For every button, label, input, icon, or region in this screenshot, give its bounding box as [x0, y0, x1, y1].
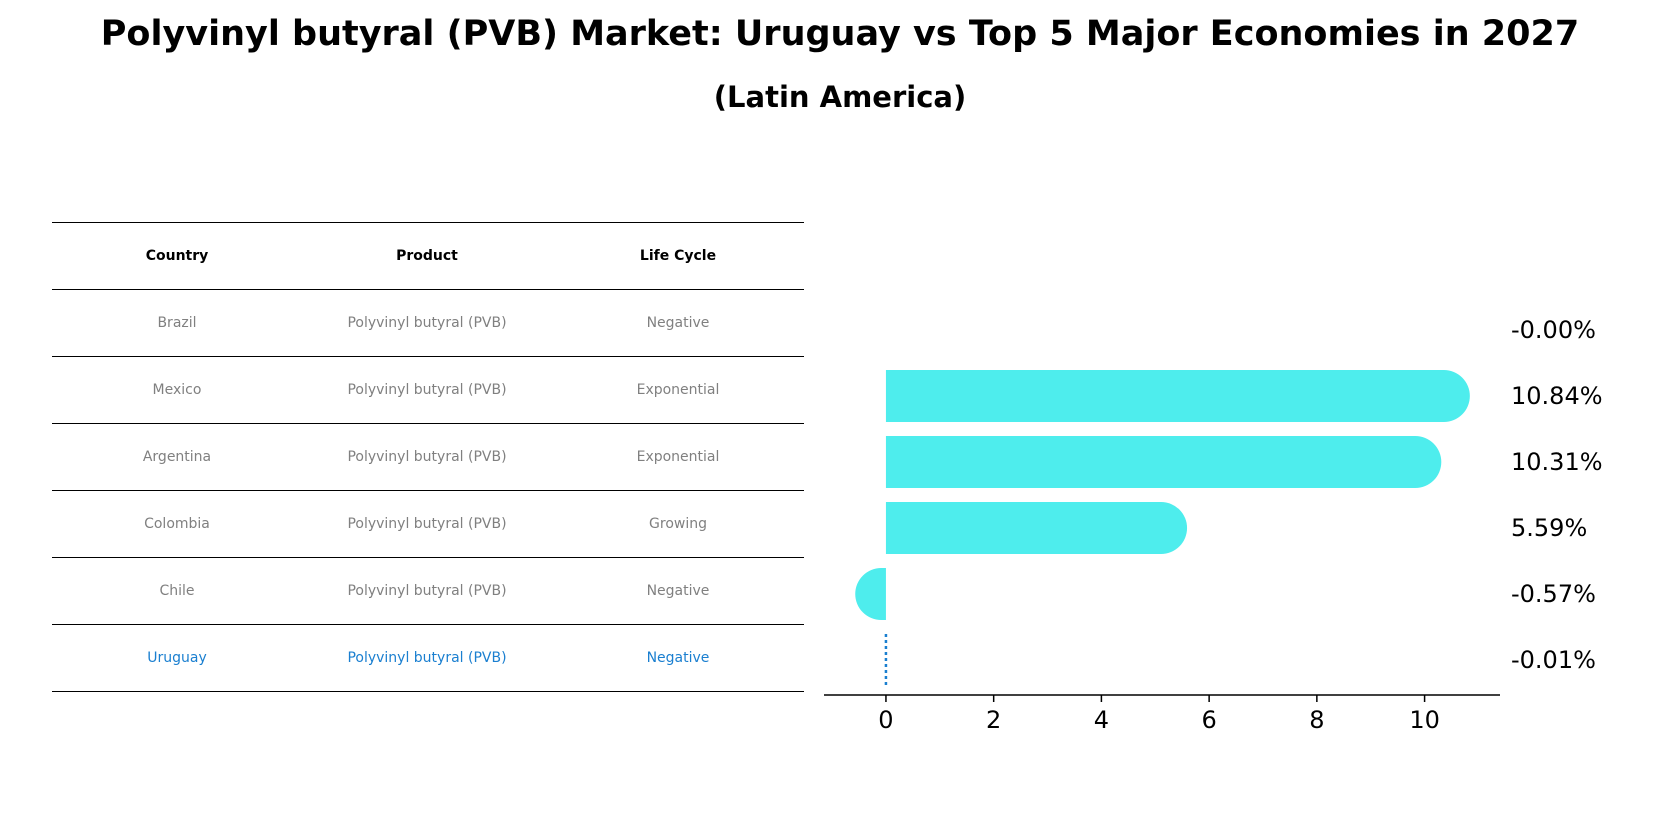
table-header-row: Country Product Life Cycle [52, 222, 804, 290]
header-country: Country [145, 248, 209, 264]
cell-life-cycle: Exponential [636, 382, 720, 398]
cell-product: Polyvinyl butyral (PVB) [347, 449, 507, 465]
cell-product: Polyvinyl butyral (PVB) [347, 516, 507, 532]
x-tick-label: 2 [986, 706, 1001, 734]
table-row: Mexico Polyvinyl butyral (PVB) Exponenti… [52, 357, 804, 424]
cell-country: Uruguay [147, 650, 207, 666]
table-row: Argentina Polyvinyl butyral (PVB) Expone… [52, 424, 804, 491]
cell-country: Colombia [144, 516, 210, 532]
x-tick-label: 4 [1094, 706, 1109, 734]
cell-product: Polyvinyl butyral (PVB) [347, 382, 507, 398]
data-label: -0.57% [1511, 580, 1596, 608]
cell-life-cycle: Negative [646, 583, 710, 599]
bar-colombia [885, 502, 1188, 554]
cell-life-cycle: Growing [649, 516, 707, 532]
table-row: Colombia Polyvinyl butyral (PVB) Growing [52, 491, 804, 558]
data-label: -0.01% [1511, 646, 1596, 674]
cell-country: Brazil [157, 315, 197, 331]
chart-title: Polyvinyl butyral (PVB) Market: Uruguay … [100, 14, 1580, 54]
header-product: Product [396, 248, 458, 264]
x-tick-label: 8 [1309, 706, 1324, 734]
cell-life-cycle: Negative [646, 650, 710, 666]
header-life-cycle: Life Cycle [639, 248, 717, 264]
data-label: 5.59% [1511, 514, 1587, 542]
x-tick-label: 6 [1201, 706, 1216, 734]
table-row-highlight: Uruguay Polyvinyl butyral (PVB) Negative [52, 625, 804, 692]
data-label: -0.00% [1511, 316, 1596, 344]
cell-product: Polyvinyl butyral (PVB) [347, 650, 507, 666]
bar-chile [855, 568, 886, 620]
chart-subtitle: (Latin America) [713, 80, 967, 114]
x-tick-label: 0 [878, 706, 893, 734]
data-label: 10.84% [1511, 382, 1603, 410]
table-row: Chile Polyvinyl butyral (PVB) Negative [52, 558, 804, 625]
cell-country: Argentina [142, 449, 212, 465]
cell-life-cycle: Exponential [636, 449, 720, 465]
bar-argentina [885, 436, 1442, 488]
cell-country: Mexico [152, 382, 202, 398]
bar-mexico [885, 370, 1470, 422]
data-label: 10.31% [1511, 448, 1603, 476]
cell-life-cycle: Negative [646, 315, 710, 331]
table-row: Brazil Polyvinyl butyral (PVB) Negative [52, 290, 804, 357]
cell-product: Polyvinyl butyral (PVB) [347, 315, 507, 331]
cell-country: Chile [159, 583, 195, 599]
cell-product: Polyvinyl butyral (PVB) [347, 583, 507, 599]
data-table: Country Product Life Cycle Brazil Polyvi… [52, 222, 804, 692]
x-tick-label: 10 [1409, 706, 1440, 734]
